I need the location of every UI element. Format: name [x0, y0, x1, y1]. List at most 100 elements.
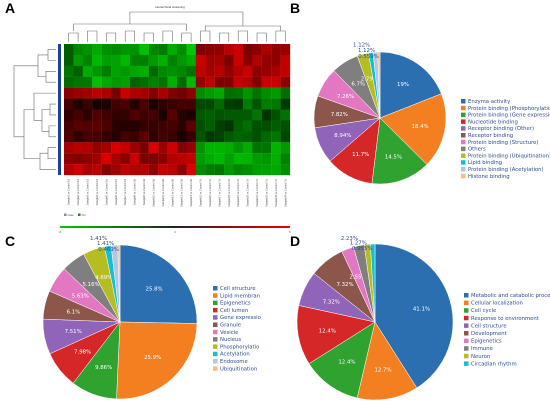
- heatmap-cell: [186, 54, 196, 66]
- dendrogram-branch: [129, 11, 244, 26]
- legend-swatch: [464, 353, 469, 359]
- heatmap-cell: [101, 164, 112, 176]
- heatmap-cell: [233, 131, 244, 143]
- heatmap-cell: [186, 120, 196, 132]
- heatmap-cell: [205, 87, 215, 99]
- legend-swatch: [213, 322, 218, 327]
- heatmap-cell: [252, 54, 262, 66]
- slice-value-label: 25.8%: [146, 287, 163, 293]
- heatmap-cell: [101, 76, 112, 88]
- legend-label: Development: [471, 331, 507, 337]
- panel-a-heatmap: Hierarchical clustering Sample1 vs Contr…: [13, 5, 291, 234]
- heatmap-cell: [120, 109, 131, 121]
- heatmap-cell: [82, 98, 93, 110]
- legend-label: Circadian rhythm: [471, 361, 517, 367]
- legend-label: Protein binding (Structure): [468, 140, 538, 146]
- heatmap-cell: [148, 76, 159, 88]
- heatmap-cell: [224, 109, 234, 121]
- heatmap-cell: [177, 131, 187, 143]
- heatmap-cell: [280, 87, 291, 99]
- heatmap-cell: [120, 54, 131, 66]
- heatmap-cell: [129, 109, 140, 121]
- heatmap-cell: [205, 54, 215, 66]
- heatmap-cell: [252, 65, 262, 77]
- slice-value-label: 1.12%: [358, 48, 375, 54]
- heatmap-cell: [167, 131, 178, 143]
- legend-swatch: [213, 351, 218, 357]
- heatmap-cell: [158, 131, 168, 143]
- legend-swatch: [464, 323, 469, 328]
- heatmap-cell: [242, 131, 253, 143]
- heatmap-cell: [139, 120, 149, 132]
- heatmap-cell: [129, 54, 140, 66]
- heatmap-cell: [177, 65, 187, 77]
- heatmap-cell: [92, 164, 102, 176]
- heatmap-cell: [261, 76, 272, 88]
- heatmap-cell: [271, 76, 281, 88]
- heatmap-cells: [64, 44, 291, 176]
- legend-swatch: [461, 119, 466, 124]
- heatmap-cell: [177, 98, 187, 110]
- legend-label: Receptor binding: [468, 133, 513, 139]
- heatmap-cell: [101, 98, 112, 110]
- heatmap-cell: [148, 65, 159, 77]
- heatmap-cell: [177, 142, 187, 154]
- heatmap-cell: [195, 120, 206, 132]
- legend-swatch: [464, 300, 469, 306]
- heatmap-cell: [271, 120, 281, 132]
- heatmap-legend-label: Case: [68, 213, 75, 217]
- heatmap-cell: [64, 87, 74, 99]
- slice-value-label: 6.1%: [67, 309, 81, 315]
- heatmap-cell: [167, 98, 178, 110]
- slice-value-label: 18.4%: [412, 124, 429, 130]
- dendrogram-branch: [275, 30, 286, 42]
- pie-slice: [308, 321, 376, 399]
- heatmap-cell: [120, 131, 131, 143]
- heatmap-cell: [177, 76, 187, 88]
- panel-letter-a: A: [5, 0, 15, 16]
- heatmap-cell: [242, 164, 253, 176]
- heatmap-cell: [205, 65, 215, 77]
- heatmap-cell: [129, 164, 140, 176]
- heatmap-cell: [177, 153, 187, 165]
- heatmap-cell: [73, 76, 83, 88]
- heatmap-cell: [82, 142, 93, 154]
- heatmap-cell: [261, 87, 272, 99]
- heatmap-column-label: Sample3 vs Control 1d: [86, 178, 90, 205]
- legend-label: Immune: [471, 346, 493, 352]
- legend-label: Lipid membran: [220, 293, 260, 299]
- heatmap-cell: [280, 65, 291, 77]
- heatmap-column-label: Sample5 vs Control 1d: [104, 178, 108, 205]
- heatmap-cell: [261, 44, 272, 56]
- dendrogram-branch: [237, 30, 248, 42]
- heatmap-column-label: Sample18 vs Control 7d: [227, 178, 231, 206]
- dendrogram-branch: [45, 70, 56, 83]
- legend-swatch: [213, 293, 218, 298]
- heatmap-cell: [101, 131, 112, 143]
- heatmap-cell: [186, 76, 196, 88]
- heatmap-cell: [242, 87, 253, 99]
- heatmap-cell: [214, 164, 225, 176]
- heatmap-cell: [205, 120, 215, 132]
- heatmap-cell: [205, 142, 215, 154]
- heatmap-cell: [148, 87, 159, 99]
- heatmap-cell: [111, 142, 121, 154]
- heatmap-cell: [280, 44, 291, 56]
- legend-swatch: [461, 105, 466, 111]
- heatmap-column-label: Sample12 vs Control 3d: [170, 178, 174, 206]
- heatmap-cell: [271, 131, 281, 143]
- heatmap-row-dendrogram: [13, 49, 56, 170]
- heatmap-cell: [195, 164, 206, 176]
- heatmap-cell: [224, 87, 234, 99]
- heatmap-cell: [233, 65, 244, 77]
- heatmap-cell: [186, 131, 196, 143]
- heatmap-cell: [271, 142, 281, 154]
- heatmap-cell: [92, 131, 102, 143]
- legend-label: Endosome: [220, 359, 248, 365]
- legend-label: Cell lumen: [220, 308, 248, 314]
- heatmap-cell: [261, 142, 272, 154]
- heatmap-cell: [129, 142, 140, 154]
- dendrogram-branch: [87, 30, 98, 42]
- heatmap-cell: [195, 153, 206, 165]
- heatmap-cell: [129, 44, 140, 56]
